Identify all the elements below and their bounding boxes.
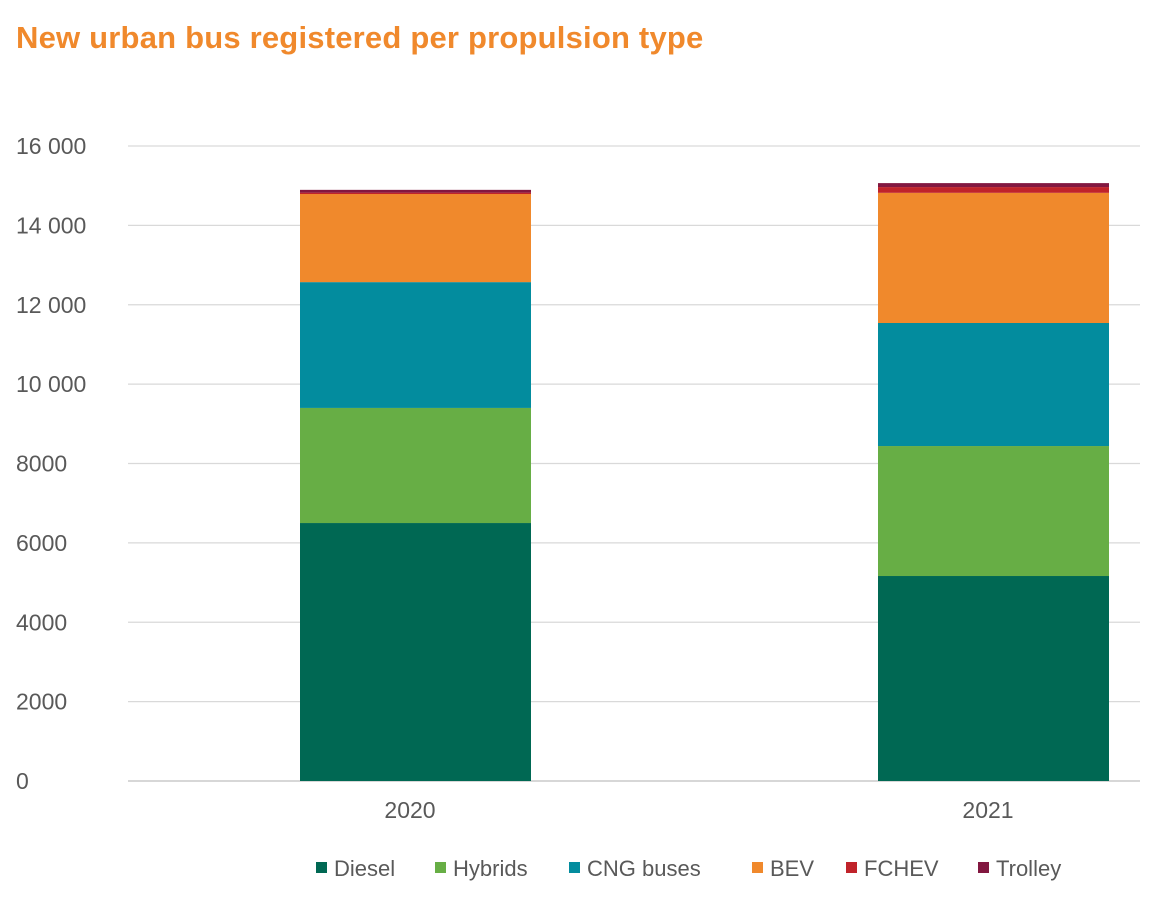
bar-segment-trolley bbox=[300, 189, 531, 193]
y-tick-label: 16 000 bbox=[16, 133, 86, 159]
legend-marker bbox=[752, 862, 763, 873]
y-tick-label: 14 000 bbox=[16, 212, 86, 238]
legend-label: Trolley bbox=[996, 856, 1061, 881]
y-tick-label: 10 000 bbox=[16, 371, 86, 397]
y-tick-label: 12 000 bbox=[16, 292, 86, 318]
bar-segment-trolley bbox=[878, 183, 1109, 188]
legend-label: Hybrids bbox=[453, 856, 528, 881]
y-tick-label: 2000 bbox=[16, 689, 67, 715]
legend-label: FCHEV bbox=[864, 856, 939, 881]
bar-segment-diesel bbox=[878, 576, 1109, 781]
y-tick-label: 4000 bbox=[16, 609, 67, 635]
legend-marker bbox=[316, 862, 327, 873]
y-tick-label: 0 bbox=[16, 768, 29, 794]
bar-segment-hybrids bbox=[878, 446, 1109, 577]
legend-label: Diesel bbox=[334, 856, 395, 881]
legend-marker bbox=[435, 862, 446, 873]
legend-marker bbox=[978, 862, 989, 873]
legend-label: BEV bbox=[770, 856, 814, 881]
legend-marker bbox=[569, 862, 580, 873]
x-tick-label: 2021 bbox=[962, 797, 1013, 823]
bar-segment-cng-buses bbox=[300, 282, 531, 408]
bar-segment-fchev bbox=[878, 187, 1109, 193]
chart-title: New urban bus registered per propulsion … bbox=[16, 20, 704, 55]
bar-segment-bev bbox=[878, 192, 1109, 324]
bar-segment-bev bbox=[300, 194, 531, 283]
bar-segment-cng-buses bbox=[878, 323, 1109, 447]
y-tick-label: 8000 bbox=[16, 451, 67, 477]
bar-segment-hybrids bbox=[300, 407, 531, 524]
bar-segment-diesel bbox=[300, 523, 531, 781]
bar-segment-fchev bbox=[300, 192, 531, 195]
legend-marker bbox=[846, 862, 857, 873]
y-tick-label: 6000 bbox=[16, 530, 67, 556]
legend-label: CNG buses bbox=[587, 856, 701, 881]
x-tick-label: 2020 bbox=[384, 797, 435, 823]
